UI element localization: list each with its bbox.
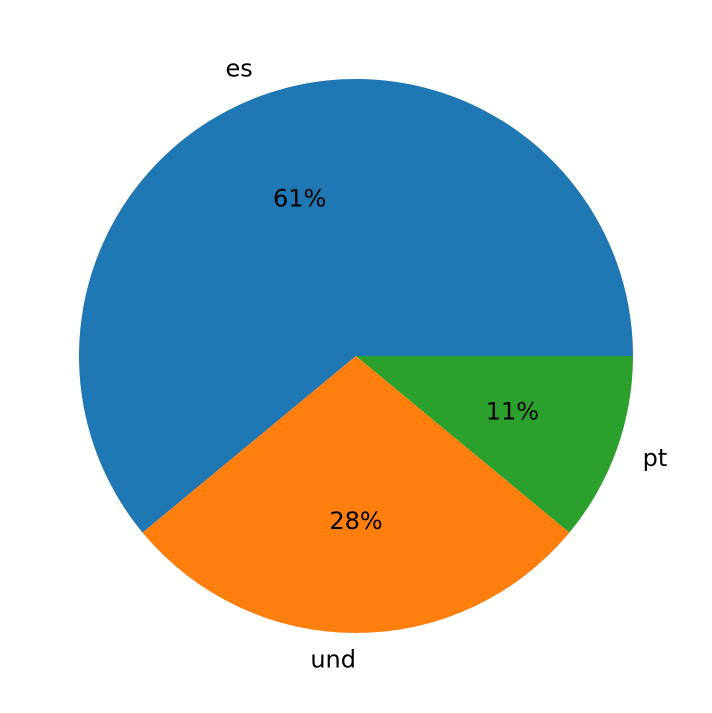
slice-label: es: [226, 54, 253, 82]
value-label: 28%: [329, 507, 382, 535]
pie-slice: [78, 78, 634, 533]
pie-slice: [142, 356, 570, 633]
slice-label: pt: [643, 444, 668, 472]
pie-slice: [356, 356, 633, 533]
value-label: 11%: [486, 397, 539, 425]
value-label: 61%: [273, 185, 326, 213]
slice-label: und: [310, 646, 356, 674]
